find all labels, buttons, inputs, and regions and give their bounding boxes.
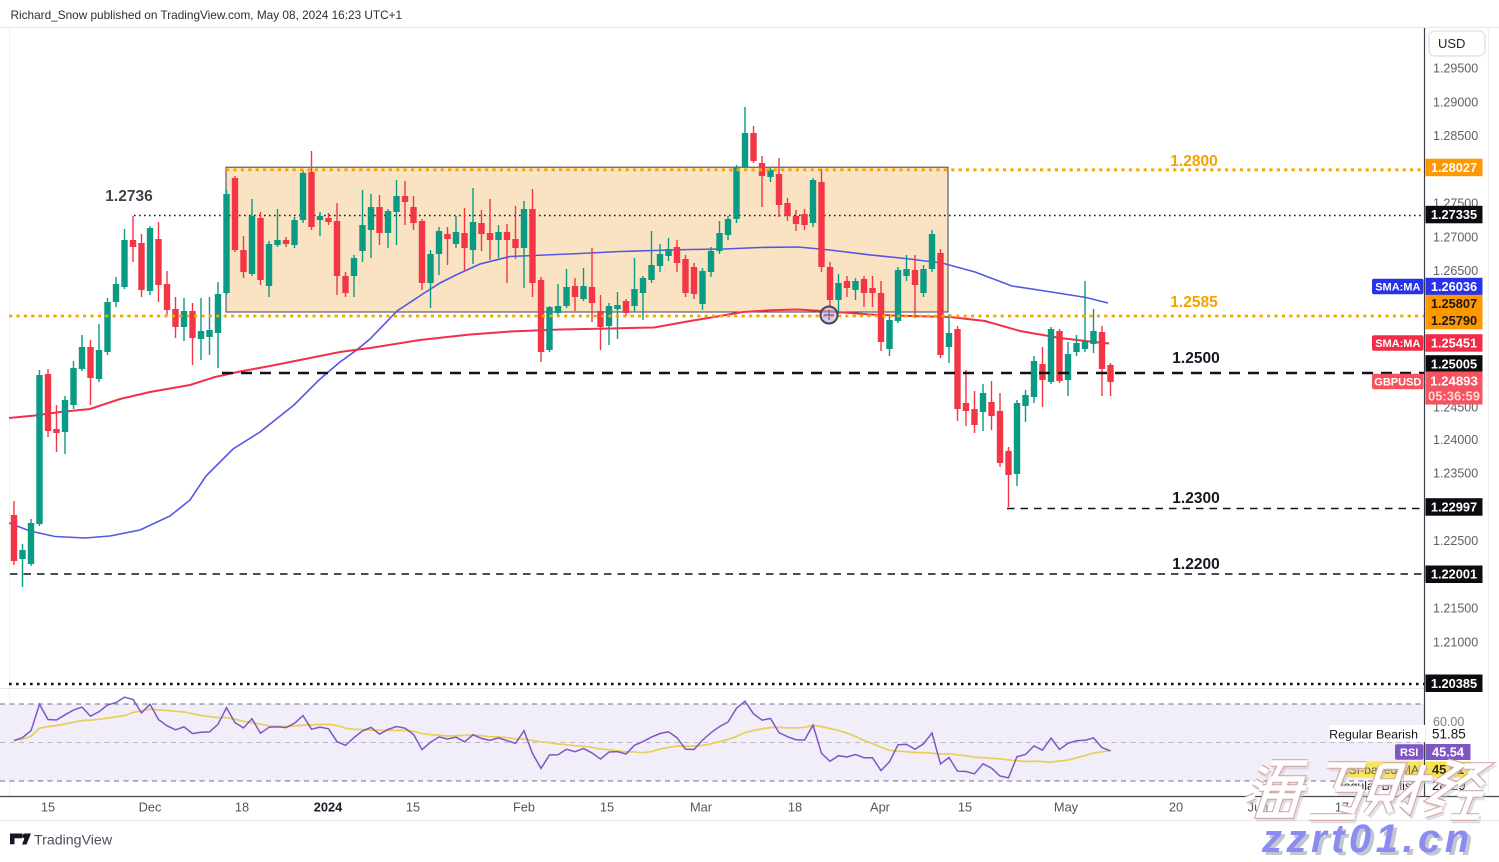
svg-text:15: 15 (406, 800, 420, 815)
svg-text:Mar: Mar (690, 800, 713, 815)
svg-text:60.00: 60.00 (1433, 715, 1464, 729)
svg-text:18: 18 (788, 800, 802, 815)
svg-text:1.29000: 1.29000 (1433, 95, 1478, 109)
svg-text:1.2800: 1.2800 (1170, 153, 1217, 170)
svg-text:1.28500: 1.28500 (1433, 129, 1478, 143)
svg-text:1.24893: 1.24893 (1430, 374, 1478, 389)
svg-text:Richard_Snow published on Trad: Richard_Snow published on TradingView.co… (11, 8, 403, 22)
svg-text:1.25005: 1.25005 (1431, 357, 1477, 372)
svg-text:zzrt01.cn: zzrt01.cn (1261, 817, 1474, 857)
svg-text:2024: 2024 (314, 800, 343, 815)
svg-text:1.21000: 1.21000 (1433, 635, 1478, 649)
svg-text:1.2200: 1.2200 (1172, 556, 1219, 573)
svg-text:15: 15 (958, 800, 972, 815)
svg-text:1.27335: 1.27335 (1431, 207, 1477, 222)
svg-text:51.85: 51.85 (1432, 727, 1466, 742)
svg-text:Dec: Dec (139, 800, 162, 815)
svg-text:1.2300: 1.2300 (1172, 490, 1219, 507)
svg-text:1.20385: 1.20385 (1431, 676, 1477, 691)
svg-text:SMA:MA: SMA:MA (1375, 338, 1420, 350)
svg-text:1.23500: 1.23500 (1433, 467, 1478, 481)
svg-text:1.2500: 1.2500 (1172, 350, 1219, 367)
svg-text:15: 15 (41, 800, 55, 815)
svg-text:1.25451: 1.25451 (1431, 336, 1477, 351)
svg-text:1.2585: 1.2585 (1170, 294, 1218, 311)
svg-text:Regular Bearish: Regular Bearish (1329, 728, 1418, 742)
svg-text:RSI: RSI (1400, 747, 1418, 759)
svg-text:1.24000: 1.24000 (1433, 433, 1478, 447)
svg-text:45.54: 45.54 (1432, 745, 1465, 760)
svg-text:1.22997: 1.22997 (1431, 500, 1477, 515)
svg-text:Apr: Apr (870, 800, 891, 815)
svg-text:1.29500: 1.29500 (1433, 62, 1478, 76)
svg-text:USD: USD (1438, 36, 1465, 51)
svg-text:1.27000: 1.27000 (1433, 230, 1478, 244)
svg-text:zzrt01.cn: zzrt01.cn (1265, 820, 1478, 857)
svg-text:05:36:59: 05:36:59 (1428, 389, 1480, 404)
svg-text:1.25807: 1.25807 (1431, 296, 1477, 311)
svg-text:15: 15 (600, 800, 614, 815)
svg-text:May: May (1054, 800, 1079, 815)
svg-text:1.22001: 1.22001 (1431, 567, 1477, 582)
svg-text:20: 20 (1169, 800, 1183, 815)
svg-text:1.25790: 1.25790 (1431, 313, 1477, 328)
svg-text:GBPUSD: GBPUSD (1374, 377, 1421, 389)
svg-text:1.26500: 1.26500 (1433, 264, 1478, 278)
svg-text:1.21500: 1.21500 (1433, 602, 1478, 616)
svg-text:18: 18 (235, 800, 249, 815)
svg-text:1.22500: 1.22500 (1433, 534, 1478, 548)
svg-text:1.2736: 1.2736 (105, 188, 153, 205)
svg-text:TradingView: TradingView (34, 833, 113, 849)
svg-text:1.26036: 1.26036 (1431, 279, 1477, 294)
svg-text:Feb: Feb (513, 800, 535, 815)
svg-text:SMA:MA: SMA:MA (1375, 282, 1420, 294)
svg-text:1.28027: 1.28027 (1431, 160, 1477, 175)
